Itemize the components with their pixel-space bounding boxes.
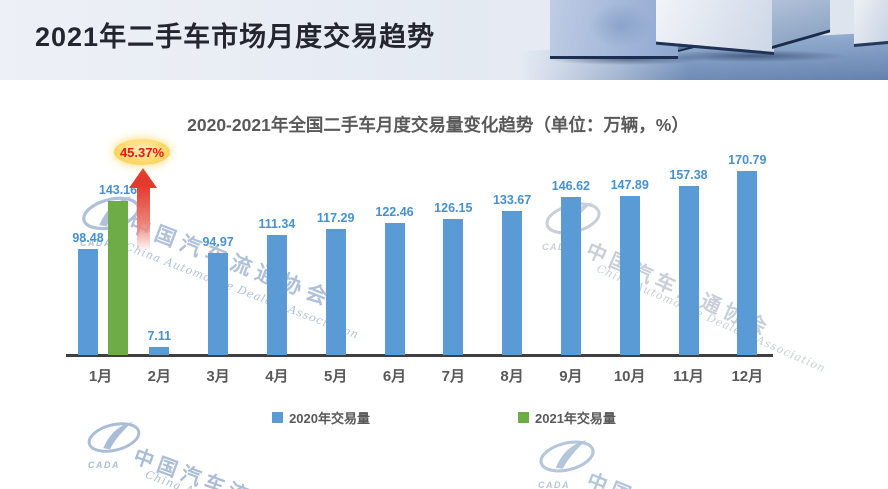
header-cubes-decoration: [488, 0, 888, 80]
watermark-bottom-left: CADA 中国汽车流通协会 China Automobile Dealers A…: [84, 418, 382, 489]
chart-bar: [325, 228, 346, 355]
x-axis-label: 2月: [147, 368, 171, 385]
chart-bar: [384, 223, 405, 355]
bar-value-label: 117.29: [316, 210, 355, 225]
header-band: 2021年二手车市场月度交易趋势: [0, 0, 888, 80]
x-axis-label: 3月: [206, 368, 230, 385]
x-axis-label: 10月: [613, 368, 646, 385]
chart-bar: [737, 171, 758, 355]
watermark-abbr: CADA: [80, 238, 112, 248]
watermark-abbr: CADA: [88, 460, 120, 470]
chart-bar: [678, 185, 699, 355]
legend-item-2020: 2020年交易量: [272, 408, 370, 427]
bar-value-label: 98.48: [72, 230, 104, 245]
bar-value-label: 143.16: [98, 182, 138, 197]
bar-value-label: 122.46: [375, 205, 414, 220]
cada-logo-icon: [539, 440, 595, 473]
x-axis-label: 5月: [324, 368, 348, 385]
bar-value-label: 126.15: [434, 201, 473, 216]
x-axis-label: 8月: [500, 368, 524, 385]
watermark-abbr: CADA: [538, 480, 570, 489]
chart-bar: [502, 211, 523, 355]
chart-bar: [266, 235, 287, 355]
page-title: 2021年二手车市场月度交易趋势: [35, 22, 436, 52]
x-axis-label: 1月: [88, 368, 113, 385]
bar-value-label: 157.38: [669, 167, 708, 182]
chart-bar: [149, 347, 170, 355]
legend-item-2021: 2021年交易量: [518, 408, 616, 427]
watermark-bottom-right: CADA 中国汽车流通协会 China Automobile Dealers A…: [536, 436, 777, 489]
x-axis-label: 4月: [265, 368, 289, 385]
x-axis-line: [66, 354, 773, 357]
watermark-abbr: CADA: [542, 242, 574, 252]
legend-label-2021: 2021年交易量: [535, 411, 616, 426]
x-axis-label: 9月: [559, 368, 583, 385]
bar-value-label: 146.62: [551, 179, 590, 194]
chart-bar: [560, 197, 581, 355]
cube-shadow: [658, 50, 848, 62]
chart-bar: [443, 219, 464, 355]
chart-bar: [108, 200, 128, 355]
legend-label-2020: 2020年交易量: [289, 411, 370, 426]
chart-bar: [78, 248, 98, 355]
bar-value-label: 94.97: [202, 234, 234, 249]
chart-bar: [208, 252, 229, 355]
x-axis-label: 11月: [673, 368, 704, 385]
growth-badge: 45.37%: [114, 139, 170, 165]
bar-value-label: 111.34: [258, 217, 296, 232]
legend-swatch-2020: [272, 412, 284, 423]
x-axis-label: 12月: [731, 368, 764, 385]
legend-swatch-2021: [518, 412, 529, 423]
chart-legend: 2020年交易量 2021年交易量: [0, 408, 888, 427]
bar-value-label: 7.11: [147, 329, 172, 344]
cada-logo-icon: [87, 421, 141, 453]
chart-title: 2020-2021年全国二手车月度交易量变化趋势（单位：万辆，%）: [187, 115, 689, 135]
bar-value-label: 133.67: [492, 193, 532, 208]
growth-arrow-shaft: [137, 186, 150, 252]
bar-value-label: 170.79: [728, 153, 767, 168]
x-axis-label: 6月: [382, 368, 407, 385]
growth-arrow-icon: [129, 168, 157, 188]
x-axis-label: 7月: [441, 368, 465, 385]
bar-value-label: 147.89: [610, 177, 649, 192]
chart-bar: [619, 195, 640, 355]
